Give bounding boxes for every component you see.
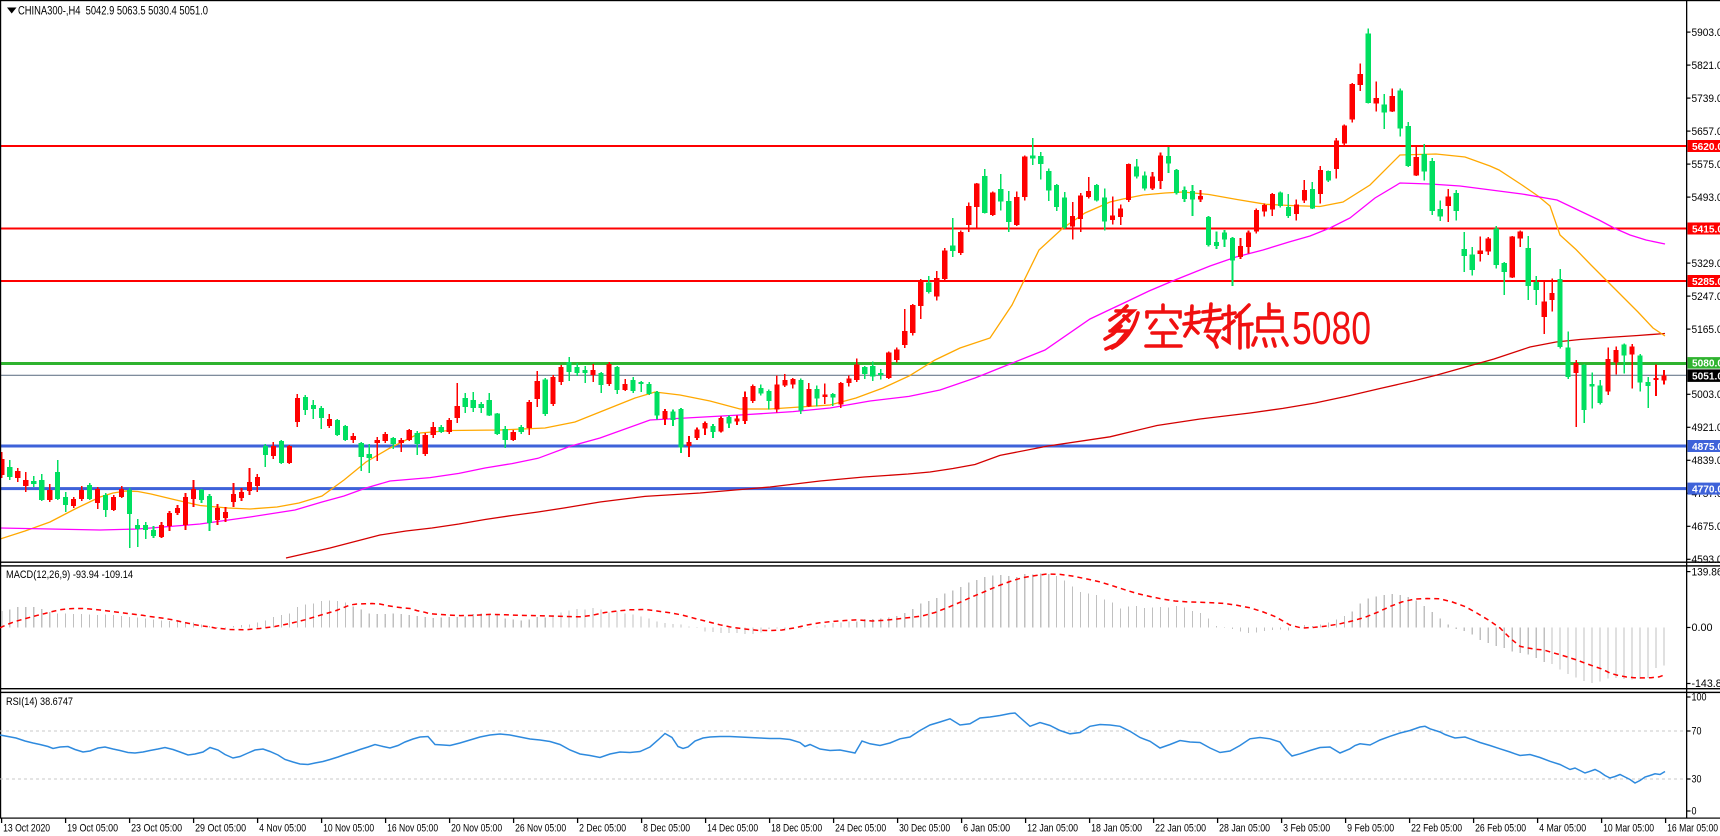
svg-text:5575.0: 5575.0 [1692,159,1720,171]
svg-text:0: 0 [1692,806,1697,818]
svg-text:8 Dec 05:00: 8 Dec 05:00 [643,823,690,835]
svg-text:30: 30 [1692,774,1702,786]
svg-text:5329.0: 5329.0 [1692,258,1720,270]
svg-text:5657.0: 5657.0 [1692,126,1720,138]
svg-text:10 Nov 05:00: 10 Nov 05:00 [323,823,374,835]
svg-text:26 Feb 05:00: 26 Feb 05:00 [1475,823,1526,835]
svg-text:5003.0: 5003.0 [1692,389,1720,401]
svg-text:4770.0: 4770.0 [1692,484,1720,495]
svg-text:RSI(14) 38.6747: RSI(14) 38.6747 [6,696,73,708]
svg-text:16 Mar 05:00: 16 Mar 05:00 [1667,823,1718,835]
svg-text:18 Jan 05:00: 18 Jan 05:00 [1091,823,1142,835]
svg-text:12 Jan 05:00: 12 Jan 05:00 [1027,823,1078,835]
svg-text:4 Mar 05:00: 4 Mar 05:00 [1539,823,1586,835]
svg-text:2 Dec 05:00: 2 Dec 05:00 [579,823,626,835]
svg-text:MACD(12,26,9) -93.94 -109.14: MACD(12,26,9) -93.94 -109.14 [6,569,133,581]
svg-text:5247.0: 5247.0 [1692,291,1720,303]
svg-text:5051.0: 5051.0 [1692,371,1720,382]
svg-text:CHINA300-,H4 5042.9 5063.5 50: CHINA300-,H4 5042.9 5063.5 5030.4 5051.0 [18,4,208,18]
svg-text:5285.0: 5285.0 [1692,277,1720,288]
svg-text:28 Jan 05:00: 28 Jan 05:00 [1219,823,1270,835]
svg-text:19 Oct 05:00: 19 Oct 05:00 [67,823,118,835]
svg-text:5903.0: 5903.0 [1692,27,1720,39]
svg-text:5493.0: 5493.0 [1692,192,1720,204]
svg-text:30 Dec 05:00: 30 Dec 05:00 [899,823,950,835]
svg-text:5165.0: 5165.0 [1692,324,1720,336]
svg-text:24 Dec 05:00: 24 Dec 05:00 [835,823,886,835]
svg-text:23 Oct 05:00: 23 Oct 05:00 [131,823,182,835]
svg-text:5620.0: 5620.0 [1692,142,1720,153]
svg-text:22 Feb 05:00: 22 Feb 05:00 [1411,823,1462,835]
svg-text:5739.0: 5739.0 [1692,93,1720,105]
svg-text:4675.0: 4675.0 [1692,521,1720,533]
svg-text:4593.0: 4593.0 [1692,554,1720,566]
svg-text:4839.0: 4839.0 [1692,455,1720,467]
svg-text:16 Nov 05:00: 16 Nov 05:00 [387,823,438,835]
svg-text:5821.0: 5821.0 [1692,60,1720,72]
svg-text:0.00: 0.00 [1692,622,1713,634]
svg-text:10 Mar 05:00: 10 Mar 05:00 [1603,823,1654,835]
svg-text:139.86: 139.86 [1692,566,1720,578]
svg-text:70: 70 [1692,726,1702,738]
svg-text:5415.0: 5415.0 [1692,224,1720,235]
svg-text:18 Dec 05:00: 18 Dec 05:00 [771,823,822,835]
svg-text:14 Dec 05:00: 14 Dec 05:00 [707,823,758,835]
svg-text:20 Nov 05:00: 20 Nov 05:00 [451,823,502,835]
svg-text:5080.0: 5080.0 [1692,359,1720,370]
svg-text:4921.0: 4921.0 [1692,422,1720,434]
svg-text:3 Feb 05:00: 3 Feb 05:00 [1283,823,1330,835]
svg-text:4 Nov 05:00: 4 Nov 05:00 [259,823,306,835]
svg-text:9 Feb 05:00: 9 Feb 05:00 [1347,823,1394,835]
svg-text:29 Oct 05:00: 29 Oct 05:00 [195,823,246,835]
svg-text:4875.0: 4875.0 [1692,442,1720,453]
svg-text:100: 100 [1692,692,1707,704]
svg-text:13 Oct 2020: 13 Oct 2020 [3,823,50,835]
svg-text:6 Jan 05:00: 6 Jan 05:00 [963,823,1010,835]
svg-text:26 Nov 05:00: 26 Nov 05:00 [515,823,566,835]
svg-text:-143.82: -143.82 [1692,678,1720,690]
svg-text:5080: 5080 [1292,302,1371,354]
svg-text:22 Jan 05:00: 22 Jan 05:00 [1155,823,1206,835]
